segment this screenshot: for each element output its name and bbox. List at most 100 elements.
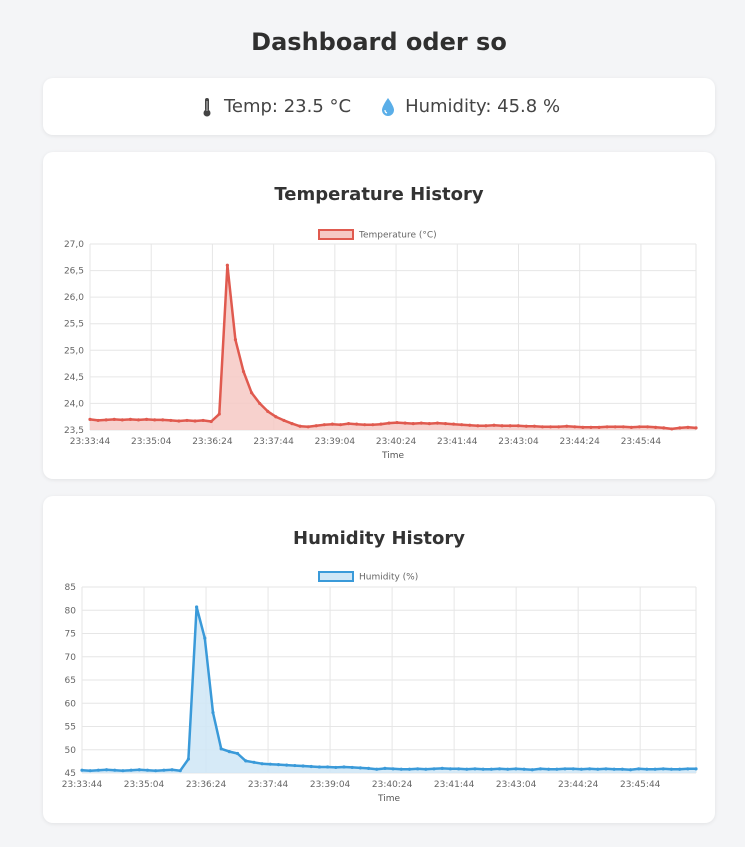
temperature-data-point[interactable] [532, 424, 536, 428]
humidity-data-point[interactable] [678, 767, 682, 771]
temperature-data-point[interactable] [678, 426, 682, 430]
temperature-data-point[interactable] [225, 263, 229, 267]
humidity-data-point[interactable] [628, 768, 633, 772]
humidity-data-point[interactable] [203, 636, 207, 640]
temperature-data-point[interactable] [557, 425, 561, 429]
humidity-data-point[interactable] [285, 763, 289, 767]
humidity-data-point[interactable] [178, 769, 182, 773]
temperature-data-point[interactable] [427, 422, 431, 426]
temperature-data-point[interactable] [161, 418, 165, 422]
humidity-data-point[interactable] [481, 767, 485, 771]
temperature-data-point[interactable] [250, 391, 254, 395]
temperature-data-point[interactable] [411, 422, 415, 426]
humidity-data-point[interactable] [96, 768, 100, 772]
temperature-data-point[interactable] [266, 409, 270, 413]
humidity-data-point[interactable] [350, 765, 354, 770]
temperature-data-point[interactable] [169, 418, 173, 423]
humidity-data-point[interactable] [211, 710, 215, 715]
humidity-data-point[interactable] [620, 767, 624, 771]
temperature-data-point[interactable] [346, 422, 351, 426]
temperature-data-point[interactable] [379, 422, 383, 426]
temperature-data-point[interactable] [120, 418, 124, 422]
humidity-data-point[interactable] [604, 767, 608, 771]
humidity-data-point[interactable] [309, 764, 313, 769]
humidity-legend[interactable]: Humidity (%) [318, 571, 418, 583]
temperature-data-point[interactable] [524, 424, 528, 428]
humidity-data-point[interactable] [547, 767, 551, 771]
temperature-data-point[interactable] [443, 422, 448, 426]
humidity-data-point[interactable] [227, 750, 231, 754]
temperature-data-point[interactable] [363, 423, 367, 427]
temperature-data-point[interactable] [460, 423, 464, 427]
temperature-data-point[interactable] [338, 423, 343, 427]
humidity-data-point[interactable] [563, 767, 567, 771]
temperature-data-point[interactable] [686, 425, 690, 429]
humidity-data-point[interactable] [358, 766, 362, 770]
humidity-data-point[interactable] [145, 768, 150, 772]
temperature-data-point[interactable] [241, 369, 246, 374]
temperature-data-point[interactable] [605, 425, 609, 429]
humidity-data-point[interactable] [653, 767, 657, 771]
humidity-data-point[interactable] [80, 768, 84, 772]
humidity-data-point[interactable] [555, 767, 559, 771]
humidity-data-point[interactable] [448, 767, 452, 771]
humidity-data-point[interactable] [260, 762, 264, 766]
humidity-data-point[interactable] [661, 767, 665, 771]
humidity-data-point[interactable] [571, 767, 575, 771]
humidity-data-point[interactable] [293, 763, 297, 768]
temperature-data-point[interactable] [209, 419, 213, 424]
temperature-data-point[interactable] [621, 425, 625, 429]
humidity-data-point[interactable] [587, 767, 592, 771]
humidity-data-point[interactable] [195, 605, 199, 609]
humidity-data-point[interactable] [596, 767, 600, 771]
humidity-data-point[interactable] [170, 768, 174, 772]
humidity-data-point[interactable] [391, 767, 395, 771]
temperature-data-point[interactable] [193, 419, 197, 423]
temperature-data-point[interactable] [322, 423, 326, 427]
humidity-data-point[interactable] [129, 768, 133, 772]
temperature-data-point[interactable] [419, 421, 423, 425]
temperature-data-point[interactable] [274, 415, 278, 419]
humidity-data-point[interactable] [301, 764, 305, 768]
humidity-data-point[interactable] [88, 769, 92, 773]
temperature-data-point[interactable] [694, 426, 698, 430]
temperature-data-point[interactable] [476, 424, 480, 428]
humidity-data-point[interactable] [154, 769, 158, 773]
humidity-data-point[interactable] [538, 767, 543, 771]
humidity-data-point[interactable] [366, 766, 371, 770]
humidity-data-point[interactable] [219, 747, 223, 751]
temperature-data-point[interactable] [153, 418, 157, 422]
temperature-data-point[interactable] [662, 426, 666, 430]
temperature-data-point[interactable] [492, 423, 496, 427]
humidity-data-point[interactable] [637, 767, 641, 771]
temperature-data-point[interactable] [144, 417, 149, 421]
humidity-data-point[interactable] [465, 767, 469, 771]
temperature-data-point[interactable] [104, 418, 108, 422]
temperature-data-point[interactable] [548, 425, 553, 429]
humidity-data-point[interactable] [104, 768, 109, 772]
humidity-data-point[interactable] [489, 767, 493, 771]
temperature-legend[interactable]: Temperature (°C) [318, 229, 437, 241]
humidity-data-point[interactable] [497, 767, 502, 771]
humidity-data-point[interactable] [579, 767, 583, 771]
humidity-data-point[interactable] [326, 765, 330, 769]
temperature-data-point[interactable] [508, 424, 512, 428]
humidity-data-point[interactable] [235, 751, 240, 756]
humidity-data-point[interactable] [645, 767, 649, 771]
humidity-data-point[interactable] [669, 767, 674, 771]
temperature-data-point[interactable] [314, 424, 318, 428]
humidity-data-point[interactable] [276, 763, 281, 767]
temperature-data-point[interactable] [435, 421, 440, 425]
temperature-data-point[interactable] [540, 425, 545, 429]
temperature-data-point[interactable] [613, 425, 617, 429]
temperature-data-point[interactable] [306, 425, 310, 429]
humidity-data-point[interactable] [252, 760, 256, 764]
humidity-data-point[interactable] [440, 766, 444, 770]
humidity-data-point[interactable] [137, 768, 141, 772]
temperature-data-point[interactable] [290, 422, 294, 426]
temperature-data-point[interactable] [670, 427, 674, 431]
humidity-data-point[interactable] [694, 767, 698, 771]
humidity-data-point[interactable] [416, 767, 420, 771]
humidity-data-point[interactable] [432, 767, 436, 771]
humidity-data-point[interactable] [334, 765, 338, 770]
